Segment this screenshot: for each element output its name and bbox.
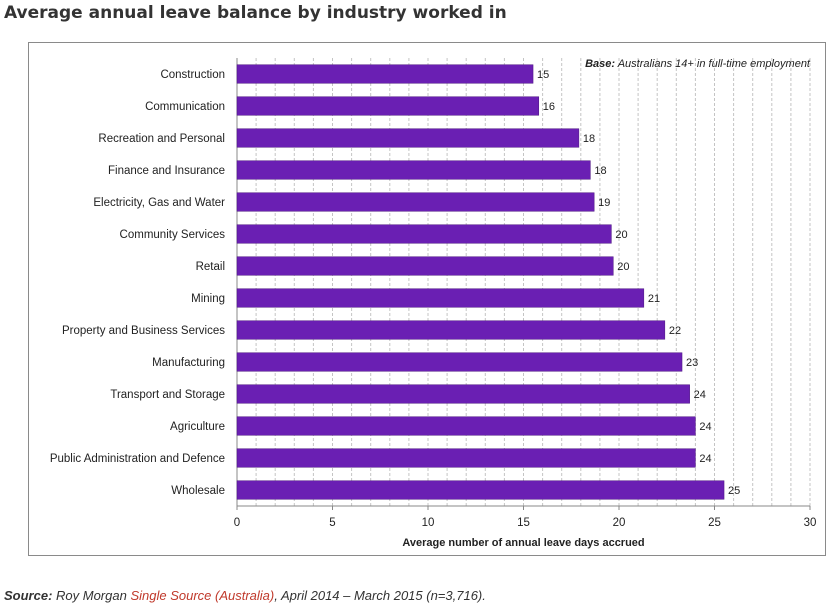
- category-label: Finance and Insurance: [108, 165, 225, 177]
- category-label: Electricity, Gas and Water: [93, 197, 225, 209]
- source-note: Source: Roy Morgan Single Source (Austra…: [4, 588, 486, 603]
- bar: [236, 416, 696, 436]
- base-annotation-label: Base:: [585, 58, 615, 70]
- category-label: Retail: [196, 261, 225, 273]
- x-tick-labels: 0 5 10 15 20 25 30: [234, 506, 817, 529]
- category-label: Construction: [160, 69, 225, 81]
- bar: [236, 128, 580, 148]
- bar: [236, 64, 534, 84]
- base-annotation: Base: Australians 14+ in full-time emplo…: [585, 58, 811, 70]
- source-text-post: , April 2014 – March 2015 (n=3,716).: [274, 588, 486, 603]
- category-label: Manufacturing: [152, 357, 225, 369]
- category-label: Property and Business Services: [62, 325, 225, 337]
- bar: [236, 192, 595, 212]
- category-label: Mining: [191, 293, 225, 305]
- x-tick-label: 30: [804, 517, 817, 529]
- category-label: Transport and Storage: [110, 389, 225, 401]
- base-annotation-text: Australians 14+ in full-time employment: [615, 58, 811, 70]
- data-label: 25: [728, 485, 740, 497]
- category-label: Wholesale: [171, 485, 225, 497]
- data-label: 24: [699, 453, 711, 465]
- source-text-pre: Roy Morgan: [52, 588, 131, 603]
- data-label: 19: [598, 197, 610, 209]
- category-label: Communication: [145, 101, 225, 113]
- category-label: Community Services: [120, 229, 226, 241]
- x-axis-title: Average number of annual leave days accr…: [402, 537, 644, 549]
- data-label: 21: [648, 293, 660, 305]
- bar: [236, 384, 690, 404]
- data-label: 20: [617, 261, 629, 273]
- bars: [236, 64, 725, 500]
- x-tick-label: 20: [613, 517, 626, 529]
- category-label: Agriculture: [170, 421, 225, 433]
- bar: [236, 480, 725, 500]
- bar: [236, 96, 540, 116]
- x-tick-label: 5: [329, 517, 335, 529]
- data-label: 18: [583, 133, 595, 145]
- bar: [236, 256, 614, 276]
- bar: [236, 160, 591, 180]
- x-tick-label: 25: [708, 517, 721, 529]
- x-tick-label: 15: [517, 517, 530, 529]
- bar: [236, 448, 696, 468]
- data-label: 24: [694, 389, 706, 401]
- bar: [236, 320, 666, 340]
- data-label: 16: [543, 101, 555, 113]
- category-label: Public Administration and Defence: [50, 453, 225, 465]
- data-label: 24: [699, 421, 711, 433]
- data-labels: 15 16 18 18 19 20 20 21 22 23 24 24 24 25: [537, 69, 740, 497]
- data-label: 20: [615, 229, 627, 241]
- source-label: Source:: [4, 588, 53, 603]
- data-label: 18: [594, 165, 606, 177]
- gridlines: [255, 58, 811, 506]
- data-label: 23: [686, 357, 698, 369]
- data-label: 15: [537, 69, 549, 81]
- bar: [236, 224, 612, 244]
- bar: [236, 352, 683, 372]
- source-link[interactable]: Single Source (Australia): [130, 588, 275, 603]
- x-tick-label: 10: [422, 517, 435, 529]
- x-tick-label: 0: [234, 517, 240, 529]
- category-labels: Construction Communication Recreation and …: [50, 69, 225, 497]
- data-label: 22: [669, 325, 681, 337]
- chart-title: Average annual leave balance by industry…: [4, 3, 507, 23]
- category-label: Recreation and Personal: [98, 133, 225, 145]
- bar: [236, 288, 645, 308]
